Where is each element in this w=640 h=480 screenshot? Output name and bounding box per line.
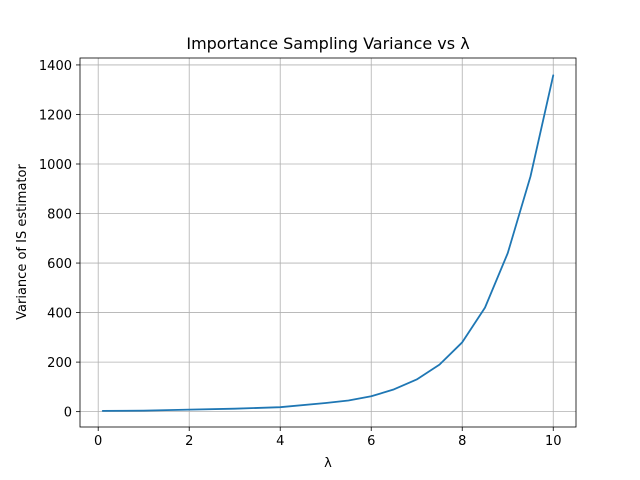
y-tick-label: 1400 (39, 59, 72, 74)
y-tick-label: 800 (47, 208, 72, 223)
x-tick-label: 6 (367, 434, 375, 449)
x-axis-ticks: 0 2 4 6 8 10 (94, 427, 562, 449)
y-tick-label: 1200 (39, 108, 72, 123)
x-tick-label: 10 (545, 434, 562, 449)
x-tick-label: 0 (94, 434, 102, 449)
y-tick-label: 1000 (39, 158, 72, 173)
x-tick-label: 8 (458, 434, 466, 449)
y-axis-label: Variance of IS estimator (15, 164, 30, 320)
variance-line (101, 74, 555, 412)
grid-lines (80, 58, 576, 427)
series-layer (101, 74, 555, 412)
y-axis-ticks: 0 200 400 600 800 1000 1200 1400 (39, 59, 80, 421)
x-tick-label: 4 (276, 434, 284, 449)
y-tick-label: 0 (64, 406, 72, 421)
y-tick-label: 200 (47, 356, 72, 371)
plot-frame (79, 57, 577, 428)
y-tick-label: 400 (47, 307, 72, 322)
x-axis-label: λ (324, 456, 332, 471)
x-tick-label: 2 (185, 434, 193, 449)
y-tick-label: 600 (47, 257, 72, 272)
chart-title: Importance Sampling Variance vs λ (186, 34, 469, 53)
